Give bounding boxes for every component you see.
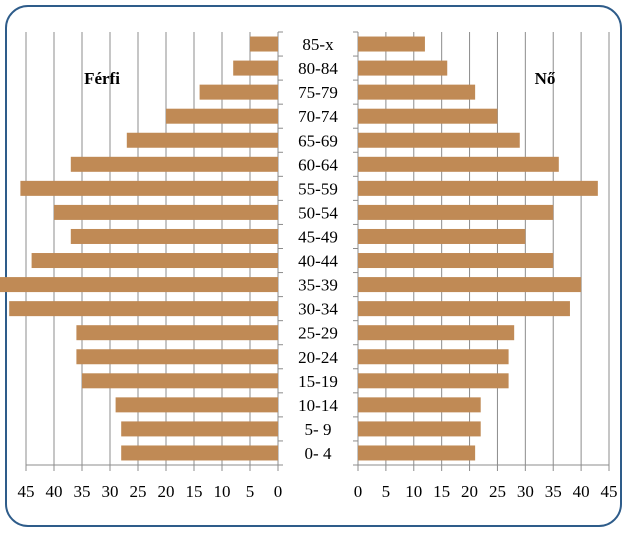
left-tick-label: 20	[158, 482, 175, 501]
female-bar	[358, 132, 520, 148]
male-bar	[115, 397, 278, 413]
male-bar	[20, 180, 279, 196]
age-group-label: 0- 4	[305, 444, 332, 463]
female-bar	[358, 180, 598, 196]
female-bar	[358, 204, 554, 220]
age-group-label: 35-39	[298, 276, 338, 295]
female-bar	[358, 228, 526, 244]
left-gridlines	[25, 31, 283, 471]
male-bar	[70, 156, 278, 172]
male-bar	[121, 445, 278, 461]
male-bar	[233, 60, 278, 76]
right-tick-label: 35	[545, 482, 562, 501]
right-tick-label: 30	[517, 482, 534, 501]
age-group-label: 50-54	[298, 203, 338, 222]
female-bar	[358, 253, 554, 269]
left-tick-label: 10	[214, 482, 231, 501]
age-group-label: 45-49	[298, 227, 338, 246]
age-group-label: 40-44	[298, 252, 338, 271]
female-bar	[358, 325, 515, 341]
age-group-label: 85-x	[302, 35, 334, 54]
male-bars	[0, 36, 279, 461]
female-bar	[358, 156, 559, 172]
male-bar	[76, 349, 279, 365]
right-tick-label: 40	[573, 482, 590, 501]
left-axis-ticks: 45 40 35 30 25 20 15 10 5 0	[18, 482, 283, 501]
female-bars	[358, 36, 598, 461]
right-tick-label: 15	[433, 482, 450, 501]
age-group-label: 15-19	[298, 372, 338, 391]
right-tick-label: 25	[489, 482, 506, 501]
female-bar	[358, 60, 448, 76]
male-bar	[70, 228, 278, 244]
left-tick-label: 0	[274, 482, 283, 501]
male-bar	[82, 373, 278, 389]
right-tick-label: 10	[405, 482, 422, 501]
right-axis-ticks: 0 5 10 15 20 25 30 35 40 45	[354, 482, 618, 501]
left-tick-label: 35	[74, 482, 91, 501]
female-bar	[358, 301, 570, 317]
age-group-label: 10-14	[298, 396, 338, 415]
age-group-labels: 85-x 80-84 75-79 70-74 65-69 60-64 55-59 50-54 4…	[298, 35, 338, 463]
female-series-label: Nő	[535, 69, 556, 88]
age-group-label: 80-84	[298, 59, 338, 78]
male-bar	[126, 132, 278, 148]
age-group-label: 70-74	[298, 107, 338, 126]
male-series-label: Férfi	[84, 69, 120, 88]
age-group-label: 65-69	[298, 131, 338, 150]
female-bar	[358, 397, 481, 413]
left-tick-label: 5	[246, 482, 255, 501]
left-tick-label: 30	[102, 482, 119, 501]
left-tick-label: 45	[18, 482, 35, 501]
age-group-label: 55-59	[298, 179, 338, 198]
left-tick-label: 15	[186, 482, 203, 501]
left-tick-label: 25	[130, 482, 147, 501]
male-bar	[76, 325, 279, 341]
female-bar	[358, 277, 582, 293]
female-bar	[358, 421, 481, 437]
male-bar	[9, 301, 278, 317]
right-tick-label: 5	[382, 482, 391, 501]
right-tick-label: 45	[601, 482, 618, 501]
right-tick-label: 20	[461, 482, 478, 501]
female-bar	[358, 108, 498, 124]
right-tick-label: 0	[354, 482, 363, 501]
male-bar	[0, 277, 279, 293]
age-group-label: 5- 9	[305, 420, 332, 439]
age-group-label: 20-24	[298, 348, 338, 367]
male-bar	[54, 204, 278, 220]
left-tick-label: 40	[46, 482, 63, 501]
age-group-label: 75-79	[298, 83, 338, 102]
female-bar	[358, 445, 476, 461]
male-bar	[166, 108, 278, 124]
male-bar	[121, 421, 278, 437]
male-bar	[250, 36, 278, 52]
female-bar	[358, 36, 425, 52]
age-group-label: 30-34	[298, 300, 338, 319]
female-bar	[358, 373, 509, 389]
male-bar	[199, 84, 278, 100]
male-bar	[31, 253, 278, 269]
age-group-label: 25-29	[298, 324, 338, 343]
female-bar	[358, 349, 509, 365]
female-bar	[358, 84, 476, 100]
age-group-label: 60-64	[298, 155, 338, 174]
